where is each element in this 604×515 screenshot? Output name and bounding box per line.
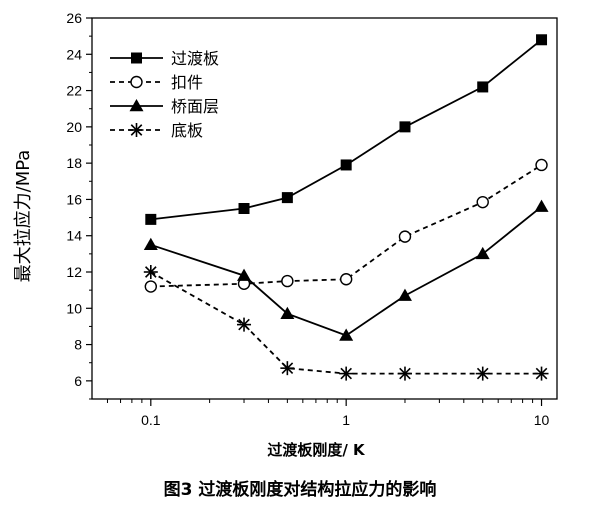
legend-label: 过渡板: [171, 49, 219, 68]
data-point: [145, 213, 157, 225]
data-point: [280, 361, 295, 376]
series-3: [143, 199, 549, 341]
data-point: [281, 274, 294, 288]
y-tick-label: 8: [74, 337, 82, 353]
x-axis-label: 过渡板刚度/ K: [267, 441, 366, 459]
data-point: [476, 195, 489, 209]
tick-labels: 6 8 10 12 14 16 18 20 22 24 26 0.1 1 10: [66, 10, 549, 428]
series-line: [150, 164, 542, 288]
asterisk-stroke: [535, 367, 548, 380]
data-point: [238, 203, 250, 214]
data-point: [280, 306, 295, 319]
data-point: [237, 268, 252, 281]
plot-border: [91, 17, 558, 400]
asterisk-stroke: [340, 367, 352, 380]
y-tick-label: 6: [74, 373, 82, 389]
data-point: [475, 366, 490, 381]
axis-ticks: [86, 17, 543, 406]
data-point: [477, 81, 489, 93]
data-point: [397, 288, 412, 301]
data-point: [475, 246, 490, 260]
plot-frame: [91, 17, 558, 400]
data-point: [281, 192, 293, 204]
asterisk-stroke: [238, 318, 250, 331]
data-point: [339, 273, 353, 286]
asterisk-stroke: [130, 124, 143, 136]
series-4: [143, 265, 549, 381]
data-point: [398, 230, 412, 243]
y-axis-label: 最大拉应力/MPa: [13, 150, 34, 283]
y-tick-label: 26: [66, 10, 82, 26]
series-2: [144, 158, 548, 293]
data-point: [534, 366, 549, 381]
x-tick-label: 1: [342, 412, 350, 428]
asterisk-stroke: [476, 367, 489, 380]
y-tick-label: 22: [66, 83, 82, 99]
data-point: [535, 158, 548, 172]
legend-marker: [129, 99, 144, 112]
y-tick-label: 14: [66, 228, 82, 244]
data-point: [534, 199, 549, 212]
y-tick-label: 10: [66, 300, 82, 316]
series-line: [150, 271, 542, 375]
series-1: [145, 34, 548, 225]
series-layer: [143, 34, 549, 381]
legend-label: 扣件: [171, 73, 203, 92]
data-point: [339, 366, 354, 381]
data-point: [397, 366, 412, 381]
y-tick-label: 20: [66, 119, 82, 135]
y-tick-label: 18: [66, 155, 82, 171]
x-tick-label: 10: [534, 412, 550, 428]
series-line: [150, 205, 543, 337]
legend-item: 过渡板: [110, 49, 219, 68]
data-point: [143, 265, 158, 279]
y-tick-label: 16: [66, 191, 82, 207]
legend-marker: [131, 52, 142, 64]
asterisk-stroke: [399, 367, 411, 380]
data-point: [399, 121, 411, 133]
legend-marker: [130, 75, 143, 89]
data-point: [143, 237, 158, 251]
data-point: [144, 280, 158, 293]
data-point: [237, 317, 252, 332]
asterisk-stroke: [144, 266, 157, 278]
legend-item: 底板: [110, 121, 203, 140]
data-point: [339, 328, 354, 341]
legend-label: 底板: [171, 121, 203, 140]
data-point: [536, 34, 548, 46]
legend-marker: [129, 123, 144, 137]
legend-item: 扣件: [110, 73, 203, 92]
asterisk-stroke: [281, 362, 294, 374]
legend-item: 桥面层: [110, 97, 219, 116]
y-tick-label: 24: [66, 46, 82, 62]
y-tick-label: 12: [66, 264, 82, 280]
x-tick-label: 0.1: [141, 412, 161, 428]
data-point: [340, 159, 352, 171]
figure-caption: 图3 过渡板刚度对结构拉应力的影响: [164, 479, 437, 500]
legend-label: 桥面层: [171, 97, 219, 116]
